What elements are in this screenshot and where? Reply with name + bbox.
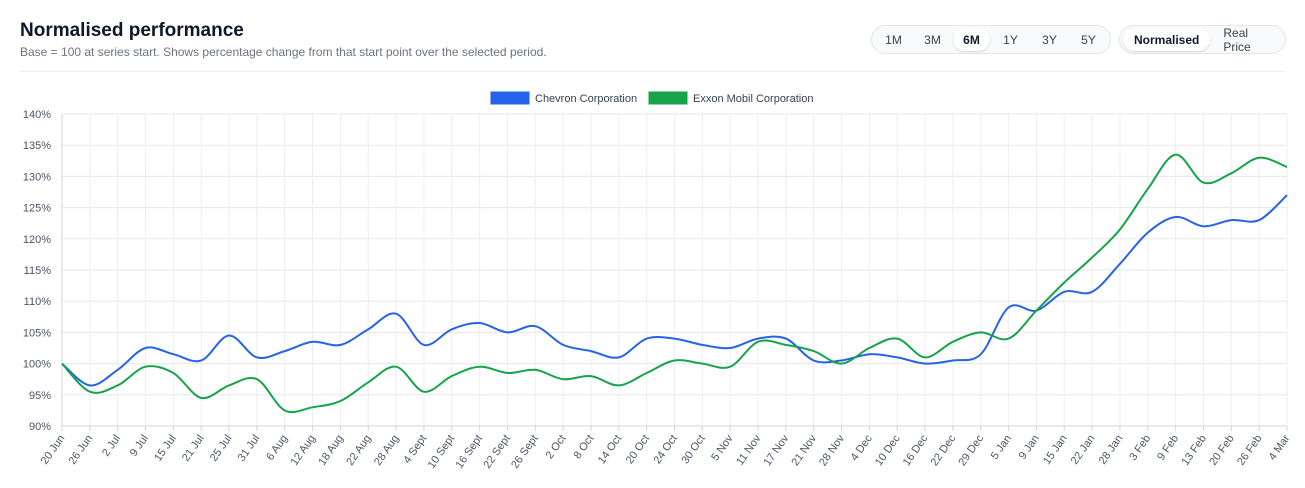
x-tick-label: 2 Jul	[100, 433, 123, 459]
x-tick-label: 28 Jan	[1097, 433, 1126, 467]
x-tick-label: 4 Mar	[1266, 433, 1292, 463]
real-price-button[interactable]: Real Price	[1223, 25, 1251, 54]
legend-label: Chevron Corporation	[535, 93, 637, 105]
x-tick-label: 25 Jul	[208, 433, 235, 464]
x-tick-label: 30 Oct	[679, 433, 707, 466]
x-tick-label: 5 Nov	[709, 432, 736, 463]
range-1y-button[interactable]: 1Y	[1003, 32, 1018, 47]
range-6m-button[interactable]: 6M	[953, 28, 990, 51]
x-tick-label: 16 Dec	[901, 432, 931, 468]
y-tick-label: 130%	[23, 171, 51, 183]
x-tick-label: 22 Dec	[929, 432, 959, 468]
x-tick-label: 18 Aug	[316, 433, 345, 468]
x-tick-label: 16 Sept	[453, 433, 485, 471]
performance-line-chart: 90% 95% 100% 105% 110% 115% 120% 125% 130% 135% 14…	[23, 91, 1293, 471]
x-tick-label: 24 Oct	[652, 433, 680, 466]
series-line-exxon	[61, 153, 1288, 414]
x-tick-label: 26 Feb	[1235, 433, 1264, 468]
x-tick-label: 5 Jan	[989, 433, 1014, 462]
legend-swatch	[648, 91, 688, 105]
x-tick-label: 28 Nov	[817, 432, 847, 468]
y-tick-label: 95%	[29, 390, 51, 402]
y-tick-label: 110%	[24, 296, 52, 308]
range-3m-button[interactable]: 3M	[924, 32, 941, 47]
y-tick-label: 105%	[23, 327, 51, 339]
x-tick-label: 21 Nov	[789, 432, 819, 468]
x-tick-label: 20 Oct	[624, 433, 652, 466]
page-subtitle: Base = 100 at series start. Shows percen…	[20, 45, 547, 59]
x-tick-label: 26 Jun	[67, 433, 96, 467]
y-tick-label: 135%	[23, 140, 51, 152]
x-tick-label: 29 Dec	[956, 432, 986, 468]
x-tick-label: 28 Aug	[372, 433, 401, 468]
x-tick-label: 17 Nov	[761, 432, 791, 468]
y-tick-label: 125%	[23, 203, 51, 215]
header-divider	[20, 71, 1285, 72]
y-tick-label: 100%	[23, 359, 51, 371]
x-tick-label: 9 Jul	[128, 433, 151, 459]
y-tick-label: 90%	[29, 421, 51, 433]
x-tick-label: 3 Feb	[1127, 433, 1153, 463]
series-line-chevron	[61, 194, 1288, 387]
x-tick-label: 21 Jul	[180, 433, 207, 464]
range-selector: 1M 3M 6M 1Y 3Y 5Y	[871, 25, 1111, 54]
y-tick-label: 120%	[23, 234, 51, 246]
range-1m-button[interactable]: 1M	[885, 32, 902, 47]
mode-selector: Normalised Real Price	[1119, 25, 1286, 54]
x-tick-label: 10 Sept	[426, 433, 458, 471]
x-tick-label: 9 Jan	[1017, 433, 1042, 462]
x-tick-label: 8 Oct	[572, 433, 597, 461]
x-tick-label: 14 Oct	[596, 433, 624, 466]
range-3y-button[interactable]: 3Y	[1042, 32, 1057, 47]
page-title: Normalised performance	[20, 20, 244, 41]
x-tick-label: 15 Jul	[152, 433, 179, 464]
x-tick-label: 4 Dec	[849, 432, 876, 463]
x-tick-label: 20 Jun	[39, 433, 68, 467]
legend-label: Exxon Mobil Corporation	[693, 93, 813, 105]
x-tick-label: 4 Sept	[401, 433, 429, 466]
x-tick-label: 11 Nov	[734, 432, 764, 467]
y-tick-label: 115%	[24, 265, 52, 277]
x-tick-label: 13 Feb	[1179, 433, 1208, 468]
x-tick-label: 20 Feb	[1207, 433, 1236, 468]
normalised-button[interactable]: Normalised	[1123, 28, 1211, 51]
x-tick-label: 26 Sept	[509, 433, 541, 471]
x-tick-label: 6 Aug	[264, 433, 290, 463]
x-tick-label: 22 Sept	[481, 433, 513, 471]
x-tick-label: 12 Aug	[289, 433, 318, 468]
x-tick-label: 10 Dec	[873, 432, 903, 468]
x-tick-label: 22 Aug	[344, 433, 373, 468]
x-tick-label: 9 Feb	[1155, 433, 1181, 463]
x-tick-label: 2 Oct	[544, 433, 569, 461]
legend-swatch	[490, 91, 530, 105]
x-tick-label: 22 Jan	[1069, 433, 1098, 467]
range-5y-button[interactable]: 5Y	[1081, 32, 1096, 47]
y-tick-label: 140%	[23, 109, 51, 121]
x-tick-label: 31 Jul	[236, 433, 263, 464]
x-tick-label: 15 Jan	[1041, 433, 1070, 467]
